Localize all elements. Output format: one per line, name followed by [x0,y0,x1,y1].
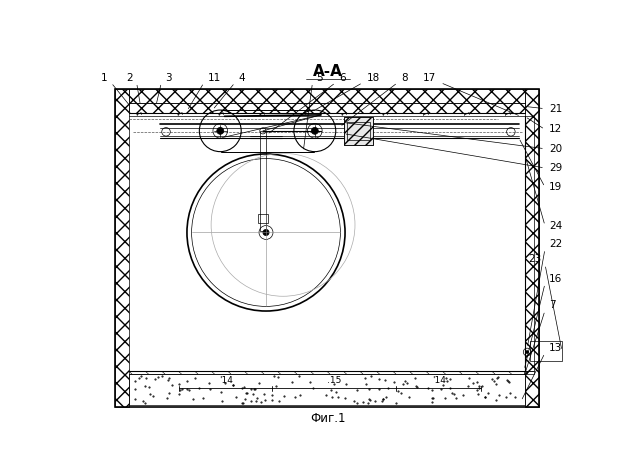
Text: 13: 13 [549,343,562,353]
Text: 16: 16 [549,274,562,284]
Text: 6: 6 [340,72,346,82]
Bar [529,341,562,361]
Text: '14: '14 [219,376,232,385]
Text: 22: 22 [549,239,562,249]
Text: 20: 20 [549,144,562,154]
Text: 21: 21 [549,104,562,114]
Circle shape [217,128,224,134]
Circle shape [311,128,318,134]
Bar [525,117,534,371]
Text: .15: .15 [327,376,341,385]
Text: 23: 23 [528,254,541,264]
Bar [525,89,539,407]
Text: 1: 1 [100,72,107,82]
Text: 2: 2 [126,72,132,82]
Text: 17: 17 [423,72,436,82]
Text: 7: 7 [549,300,556,310]
Text: 5: 5 [316,72,323,82]
Bar [344,117,373,145]
Text: 19: 19 [549,182,562,192]
Bar [129,89,525,102]
Bar [524,371,534,374]
Text: 11: 11 [208,72,221,82]
Bar [115,89,129,407]
Text: '14: '14 [432,376,446,385]
Text: Фиг.1: Фиг.1 [310,412,346,425]
Text: 24: 24 [549,221,562,231]
Text: 3: 3 [165,72,172,82]
Bar [129,374,525,405]
Circle shape [263,229,269,236]
Bar [347,121,370,140]
Bar [129,102,525,112]
Circle shape [525,350,529,354]
Text: А-А: А-А [313,64,343,79]
Bar [258,214,268,223]
Text: 18: 18 [367,72,380,82]
Bar [260,131,266,231]
Bar [344,117,373,145]
Text: 12: 12 [549,125,562,135]
Text: 8: 8 [402,72,408,82]
Text: 4: 4 [239,72,246,82]
Text: 29: 29 [549,163,562,173]
Bar [115,89,539,407]
